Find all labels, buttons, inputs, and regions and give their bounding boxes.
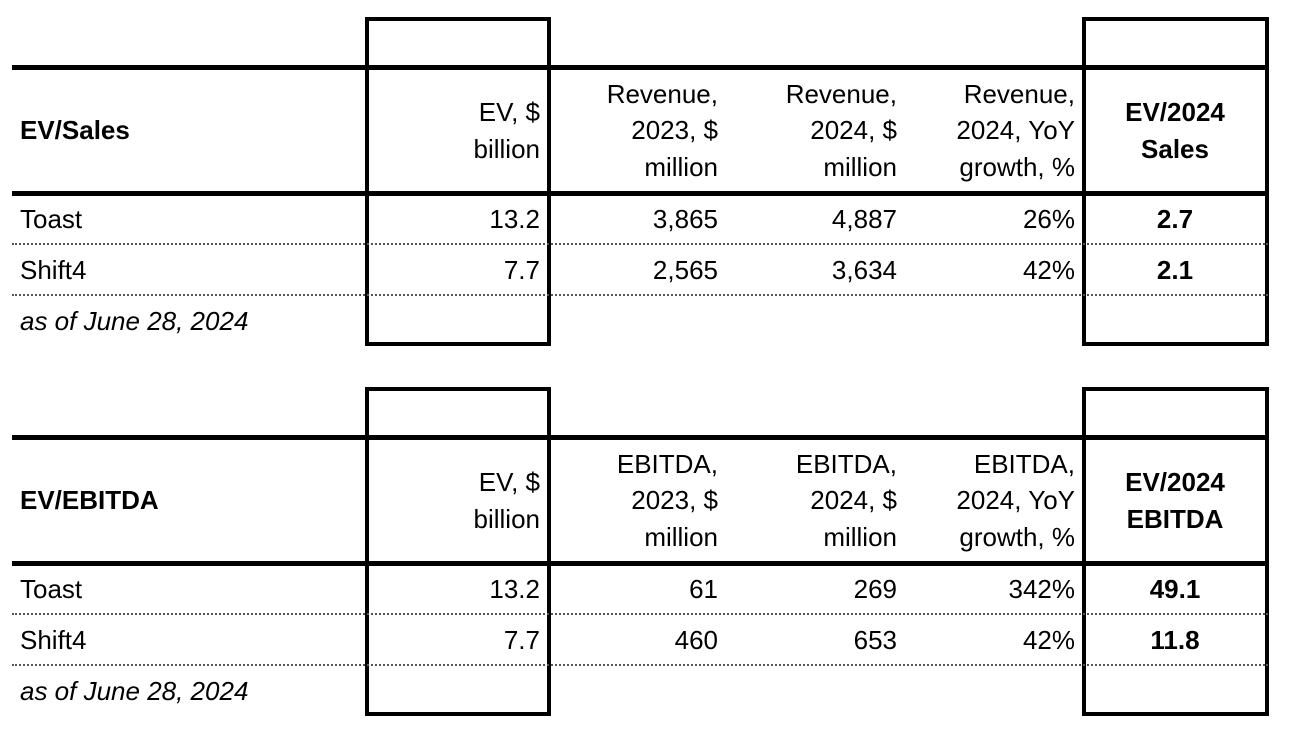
header-line: million	[644, 151, 718, 182]
table-title: EV/EBITDA	[20, 440, 159, 561]
column-box	[365, 17, 551, 346]
header-line: billion	[473, 133, 541, 164]
cell: 26%	[1022, 204, 1075, 234]
column-header: Revenue, 2024, YoY growth, %	[835, 70, 1075, 191]
header-line: EBITDA,	[973, 448, 1075, 479]
column-header: EV/2024 EBITDA	[1055, 440, 1292, 561]
header-line: million	[823, 151, 897, 182]
header-line: 2024, YoY	[956, 485, 1075, 516]
header-line: EBITDA,	[616, 448, 718, 479]
header-line: EBITDA	[1126, 503, 1224, 534]
column-header: EV, $ billion	[300, 70, 541, 191]
column-header: EV, $ billion	[300, 440, 541, 561]
title-text: EV/EBITDA	[20, 485, 159, 516]
cell: 3,634	[831, 255, 897, 285]
note: as of June 28, 2024	[20, 676, 249, 706]
row-divider	[12, 294, 1268, 296]
header-top-rule	[12, 65, 1268, 70]
header-line: Revenue,	[606, 78, 718, 109]
header-line: 2023, $	[631, 485, 718, 516]
column-header: EBITDA, 2024, $ million	[657, 440, 897, 561]
cell: 2.7	[1156, 204, 1194, 234]
header-line: 2024, YoY	[956, 115, 1075, 146]
header-line: 2024, $	[810, 485, 897, 516]
cell: 3,865	[652, 204, 718, 234]
header-line: Sales	[1141, 133, 1209, 164]
header-bottom-rule	[12, 561, 1268, 566]
column-header: EBITDA, 2023, $ million	[478, 440, 718, 561]
cell: 42%	[1022, 255, 1075, 285]
header-line: Revenue,	[785, 78, 897, 109]
cell: 653	[853, 625, 897, 655]
cell: 13.2	[489, 204, 540, 234]
header-line: growth, %	[959, 151, 1075, 182]
column-header: Revenue, 2024, $ million	[657, 70, 897, 191]
cell: 342%	[1008, 574, 1076, 604]
header-line: Revenue,	[963, 78, 1075, 109]
header-top-rule	[12, 435, 1268, 440]
table-title: EV/Sales	[20, 70, 130, 191]
cell: 13.2	[489, 574, 540, 604]
header-line: growth, %	[959, 521, 1075, 552]
cell: 7.7	[503, 255, 540, 285]
row-divider	[12, 243, 1268, 245]
column-header: Revenue, 2023, $ million	[478, 70, 718, 191]
header-line: EV, $	[478, 467, 540, 497]
cell: 61	[689, 574, 718, 604]
row-label: Toast	[20, 574, 83, 604]
cell: 49.1	[1149, 574, 1201, 604]
column-box	[365, 387, 551, 716]
row-divider	[12, 613, 1268, 615]
cell: 11.8	[1150, 625, 1200, 655]
title-text: EV/Sales	[20, 115, 130, 146]
cell: 2,565	[652, 255, 718, 285]
row-label: Shift4	[20, 625, 87, 655]
cell: 7.7	[503, 625, 540, 655]
row-label: Shift4	[20, 255, 87, 285]
cell: 460	[674, 625, 718, 655]
cell: 269	[853, 574, 897, 604]
cell: 2.1	[1156, 255, 1194, 285]
row-label: Toast	[20, 204, 83, 234]
header-line: million	[823, 521, 897, 552]
cell: 42%	[1022, 625, 1075, 655]
header-line: EV/2024	[1125, 467, 1225, 497]
column-box	[1082, 387, 1269, 716]
column-header: EV/2024 Sales	[1055, 70, 1292, 191]
header-bottom-rule	[12, 191, 1268, 196]
header-line: EV, $	[478, 97, 540, 127]
header-line: 2024, $	[810, 115, 897, 146]
header-line: billion	[473, 503, 541, 534]
cell: 4,887	[831, 204, 897, 234]
note: as of June 28, 2024	[20, 306, 249, 336]
header-line: EBITDA,	[795, 448, 897, 479]
header-line: million	[644, 521, 718, 552]
header-line: 2023, $	[631, 115, 718, 146]
column-box	[1082, 17, 1269, 346]
column-header: EBITDA, 2024, YoY growth, %	[835, 440, 1075, 561]
header-line: EV/2024	[1125, 97, 1225, 127]
row-divider	[12, 664, 1268, 666]
